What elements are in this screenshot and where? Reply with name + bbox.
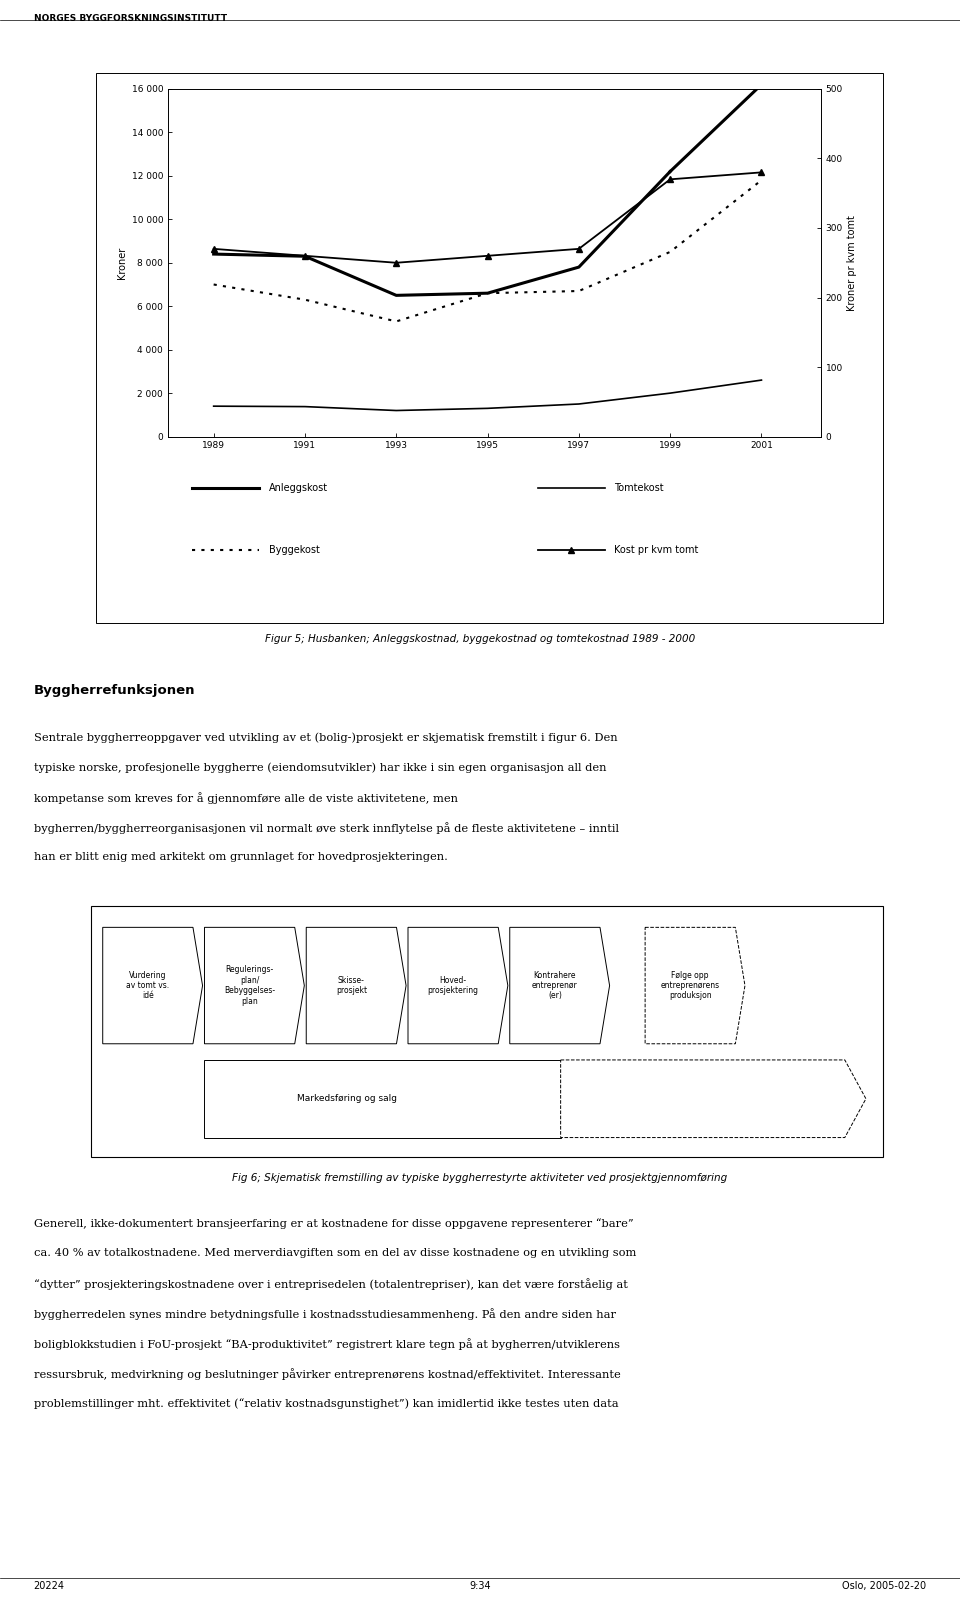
Text: NORGES BYGGFORSKNINGSINSTITUTT: NORGES BYGGFORSKNINGSINSTITUTT <box>34 13 227 23</box>
Text: Hoved-
prosjektering: Hoved- prosjektering <box>427 977 479 994</box>
Text: byggherredelen synes mindre betydningsfulle i kostnadsstudiesammenheng. På den a: byggherredelen synes mindre betydningsfu… <box>34 1308 615 1319</box>
Text: kompetanse som kreves for å gjennomføre alle de viste aktivitetene, men: kompetanse som kreves for å gjennomføre … <box>34 792 458 804</box>
Y-axis label: Kroner pr kvm tomt: Kroner pr kvm tomt <box>847 215 857 310</box>
Text: Skisse-
prosjekt: Skisse- prosjekt <box>336 977 367 994</box>
Text: ressursbruk, medvirkning og beslutninger påvirker entreprenørens kostnad/effekti: ressursbruk, medvirkning og beslutninger… <box>34 1368 620 1379</box>
Text: Fig 6; Skjematisk fremstilling av typiske byggherrestyrte aktiviteter ved prosje: Fig 6; Skjematisk fremstilling av typisk… <box>232 1174 728 1184</box>
Text: “dytter” prosjekteringskostnadene over i entreprisedelen (totalentrepriser), kan: “dytter” prosjekteringskostnadene over i… <box>34 1279 628 1290</box>
Text: Byggherrefunksjonen: Byggherrefunksjonen <box>34 684 195 697</box>
Text: Følge opp
entreprenørens
produksjon: Følge opp entreprenørens produksjon <box>660 970 720 1001</box>
Text: boligblokkstudien i FoU-prosjekt “BA-produktivitet” registrert klare tegn på at : boligblokkstudien i FoU-prosjekt “BA-pro… <box>34 1339 619 1350</box>
Text: Kost pr kvm tomt: Kost pr kvm tomt <box>614 545 699 555</box>
Text: Sentrale byggherreoppgaver ved utvikling av et (bolig-)prosjekt er skjematisk fr: Sentrale byggherreoppgaver ved utvikling… <box>34 733 617 744</box>
Text: Anleggskost: Anleggskost <box>269 483 328 493</box>
Text: Tomtekost: Tomtekost <box>614 483 664 493</box>
Y-axis label: Kroner: Kroner <box>117 247 128 278</box>
Text: Regulerings-
plan/
Bebyggelses-
plan: Regulerings- plan/ Bebyggelses- plan <box>224 965 276 1006</box>
Text: typiske norske, profesjonelle byggherre (eiendomsutvikler) har ikke i sin egen o: typiske norske, profesjonelle byggherre … <box>34 763 606 773</box>
Text: 20224: 20224 <box>34 1581 64 1591</box>
Text: 9:34: 9:34 <box>469 1581 491 1591</box>
Text: Figur 5; Husbanken; Anleggskostnad, byggekostnad og tomtekostnad 1989 - 2000: Figur 5; Husbanken; Anleggskostnad, bygg… <box>265 634 695 644</box>
Text: bygherren/byggherreorganisasjonen vil normalt øve sterk innflytelse på de fleste: bygherren/byggherreorganisasjonen vil no… <box>34 823 618 834</box>
Text: Kontrahere
entreprenør
(er): Kontrahere entreprenør (er) <box>532 970 578 1001</box>
Text: ca. 40 % av totalkostnadene. Med merverdiavgiften som en del av disse kostnadene: ca. 40 % av totalkostnadene. Med merverd… <box>34 1248 636 1258</box>
Text: Oslo, 2005-02-20: Oslo, 2005-02-20 <box>842 1581 926 1591</box>
Text: problemstillinger mht. effektivitet (“relativ kostnadsgunstighet”) kan imidlerti: problemstillinger mht. effektivitet (“re… <box>34 1399 618 1408</box>
Text: Byggekost: Byggekost <box>269 545 320 555</box>
Text: han er blitt enig med arkitekt om grunnlaget for hovedprosjekteringen.: han er blitt enig med arkitekt om grunnl… <box>34 852 447 862</box>
Text: Vurdering
av tomt vs.
idé: Vurdering av tomt vs. idé <box>127 970 169 1001</box>
Text: Generell, ikke-dokumentert bransjeerfaring er at kostnadene for disse oppgavene : Generell, ikke-dokumentert bransjeerfari… <box>34 1219 634 1229</box>
Text: Markedsføring og salg: Markedsføring og salg <box>297 1095 396 1103</box>
